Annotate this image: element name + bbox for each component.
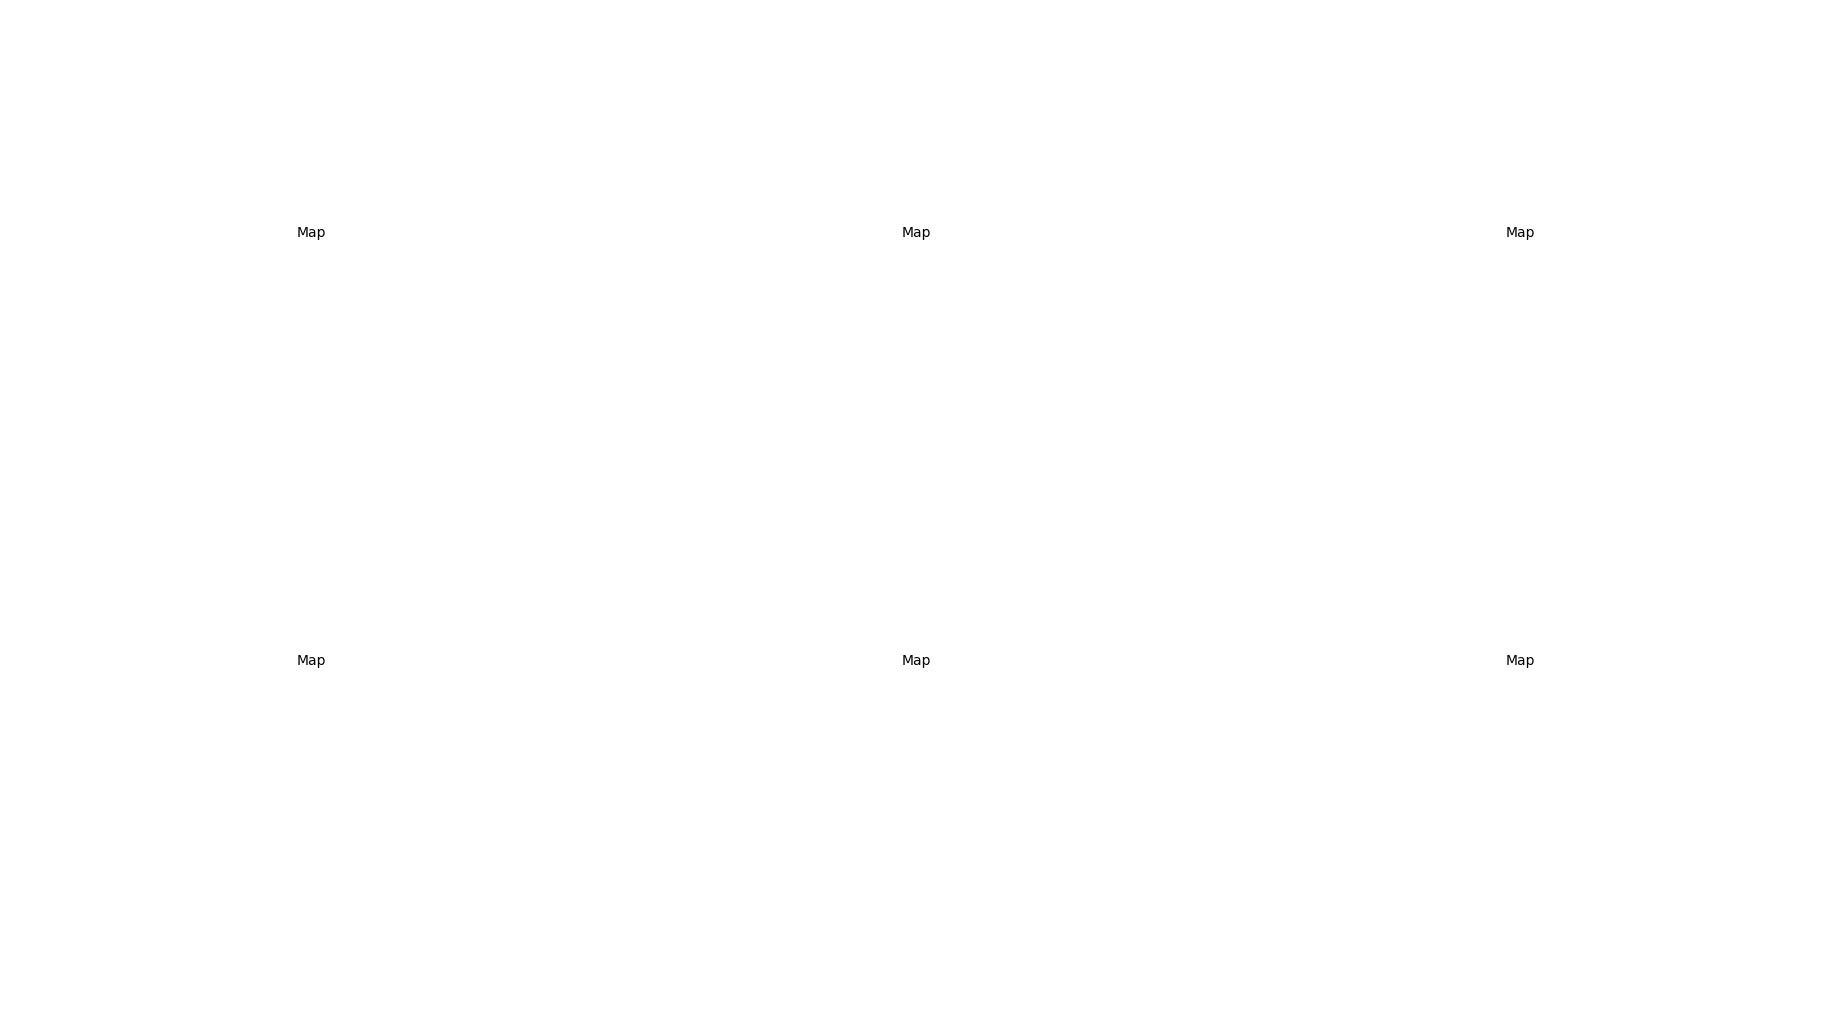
- Text: Map: Map: [297, 225, 326, 239]
- Text: Map: Map: [1506, 653, 1535, 667]
- Text: Map: Map: [297, 653, 326, 667]
- Text: Map: Map: [1506, 225, 1535, 239]
- Text: Map: Map: [901, 653, 931, 667]
- Text: Map: Map: [901, 225, 931, 239]
